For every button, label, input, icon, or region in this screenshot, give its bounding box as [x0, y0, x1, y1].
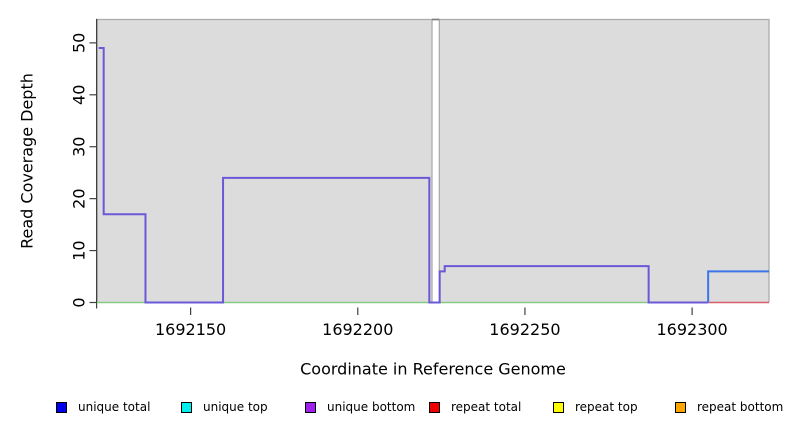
repeat-total-swatch-icon: [429, 401, 440, 413]
x-tick-label: 1692250: [489, 320, 560, 339]
legend-label: repeat top: [575, 400, 638, 414]
x-axis-label: Coordinate in Reference Genome: [300, 359, 566, 379]
legend-item-repeat-bottom: repeat bottom: [675, 399, 783, 415]
y-tick-label: 30: [70, 137, 89, 157]
repeat-bottom-swatch-icon: [675, 401, 686, 413]
x-tick-label: 1692150: [155, 320, 226, 339]
y-tick-label: 40: [70, 85, 89, 105]
legend-label: unique top: [203, 400, 268, 414]
unique-total-coverage-line: [707, 270, 769, 303]
legend-item-unique-bottom: unique bottom: [305, 399, 415, 415]
legend-item-repeat-total: repeat total: [429, 399, 521, 415]
repeat-top-swatch-icon: [553, 401, 564, 413]
legend-item-unique-total: unique total: [56, 399, 150, 415]
legend-label: repeat bottom: [697, 400, 784, 414]
legend-label: unique total: [78, 400, 151, 414]
legend-item-repeat-top: repeat top: [553, 399, 638, 415]
coverage-plot-canvas: 0 10 20 30 40 50 1692150 1692200 1692250 1692300: [70, 18, 770, 339]
y-tick-label: 50: [70, 33, 89, 53]
y-tick-label: 20: [70, 188, 89, 208]
unique-top-swatch-icon: [181, 401, 192, 413]
unique-total-swatch-icon: [56, 401, 67, 413]
y-axis-label: Read Coverage Depth: [17, 73, 37, 249]
unique-bottom-coverage-line: [98, 47, 709, 304]
legend-label: repeat total: [451, 400, 522, 414]
x-axis: 1692150 1692200 1692250 1692300: [155, 307, 728, 339]
y-tick-label: 10: [70, 240, 89, 260]
unique-bottom-swatch-icon: [305, 401, 316, 413]
x-tick-label: 1692200: [322, 320, 393, 339]
legend-item-unique-top: unique top: [181, 399, 268, 415]
plot-background: [96, 18, 770, 303]
y-tick-label: 0: [70, 297, 89, 307]
legend-label: unique bottom: [327, 400, 416, 414]
x-tick-label: 1692300: [656, 320, 727, 339]
y-axis: 0 10 20 30 40 50: [70, 18, 98, 309]
